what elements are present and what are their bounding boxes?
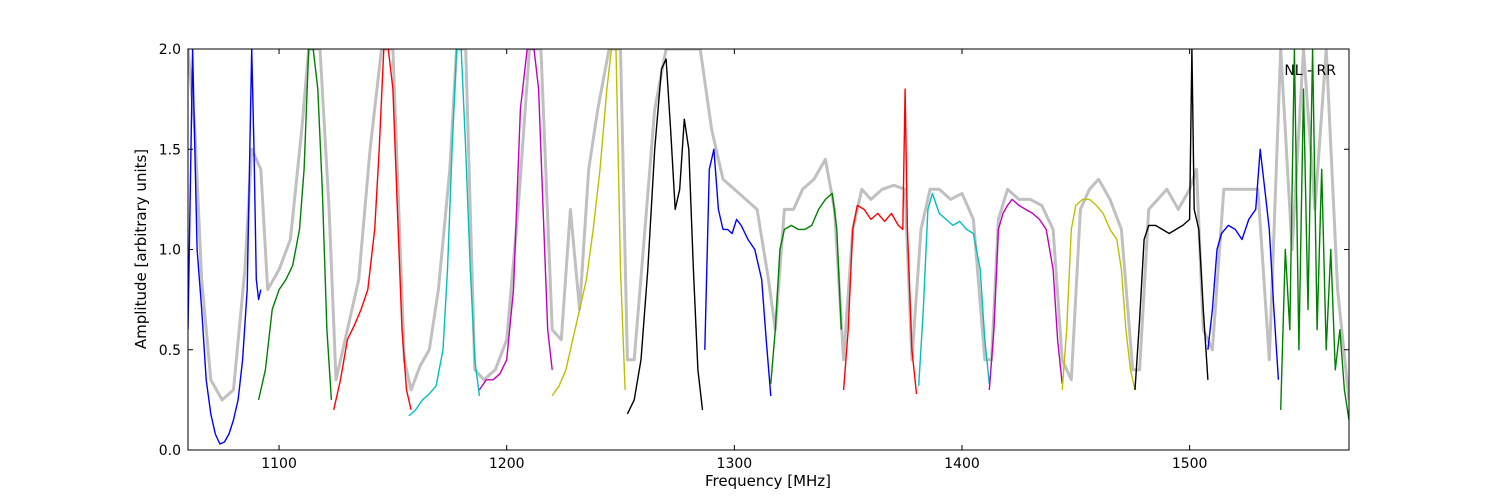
x-axis-ticks: 1100 1200 1300 1400 1500	[261, 49, 1207, 472]
series-line-4	[408, 49, 481, 417]
series-line-7	[626, 58, 704, 415]
series-line-3	[333, 49, 412, 411]
envelope-layer	[188, 49, 1349, 402]
x-tick-label: 1200	[489, 456, 525, 472]
series-line-12	[988, 198, 1063, 390]
y-tick-label: 2.0	[159, 42, 181, 58]
envelope-line	[188, 49, 1349, 402]
y-tick-label: 1.5	[159, 142, 181, 158]
series-line-16	[1280, 49, 1349, 421]
x-tick-label: 1100	[261, 456, 297, 472]
x-tick-label: 1500	[1172, 456, 1208, 472]
series-layer	[188, 49, 1349, 445]
annotation-label: NL - RR	[1284, 63, 1336, 79]
series-line-14	[1134, 49, 1209, 390]
x-tick-label: 1300	[717, 456, 753, 472]
series-line-5	[478, 49, 553, 391]
x-axis-label: Frequency [MHz]	[705, 472, 831, 490]
y-tick-label: 0.0	[159, 443, 181, 459]
x-tick-label: 1400	[944, 456, 980, 472]
series-line-15	[1207, 148, 1280, 380]
y-axis-label: Amplitude [arbitrary units]	[132, 149, 150, 349]
series-line-6	[551, 49, 626, 397]
y-axis-ticks: 0.0 0.5 1.0 1.5 2.0	[159, 42, 1349, 459]
series-line-1	[188, 49, 262, 445]
series-line-2	[257, 49, 333, 401]
series-line-11	[918, 192, 990, 386]
series-line-8	[704, 148, 772, 396]
y-tick-label: 0.5	[159, 343, 181, 359]
y-tick-label: 1.0	[159, 243, 181, 259]
series-line-9	[770, 192, 842, 384]
series-line-13	[1061, 198, 1136, 391]
series-line-10	[842, 88, 918, 394]
